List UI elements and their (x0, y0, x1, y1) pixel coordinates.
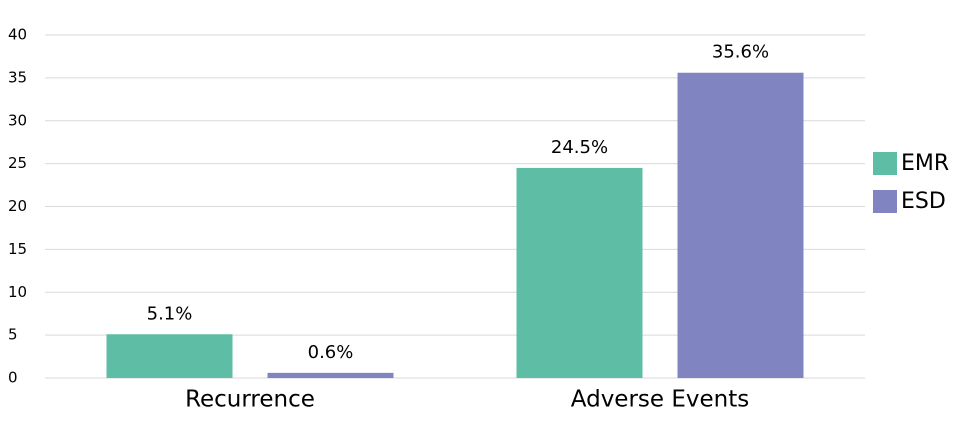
y-tick-label: 15 (8, 240, 27, 258)
legend-label: EMR (901, 151, 949, 176)
bar (106, 334, 233, 378)
x-tick-label: Recurrence (185, 387, 315, 413)
y-tick-label: 40 (8, 26, 27, 44)
y-tick-label: 20 (8, 197, 27, 215)
y-tick-label: 0 (8, 369, 18, 387)
legend-label: ESD (901, 189, 946, 214)
y-tick-label: 5 (8, 326, 18, 344)
value-label: 5.1% (147, 303, 193, 324)
bar (677, 72, 804, 378)
value-label: 0.6% (308, 342, 354, 363)
bar (267, 372, 394, 378)
y-tick-label: 25 (8, 154, 27, 172)
bar (516, 167, 643, 378)
x-tick-label: Adverse Events (571, 387, 749, 413)
y-tick-label: 30 (8, 111, 27, 129)
legend-swatch (873, 190, 897, 213)
value-label: 35.6% (712, 42, 769, 63)
legend-swatch (873, 152, 897, 175)
y-tick-label: 10 (8, 283, 27, 301)
value-label: 24.5% (551, 137, 608, 158)
y-tick-label: 35 (8, 68, 27, 86)
